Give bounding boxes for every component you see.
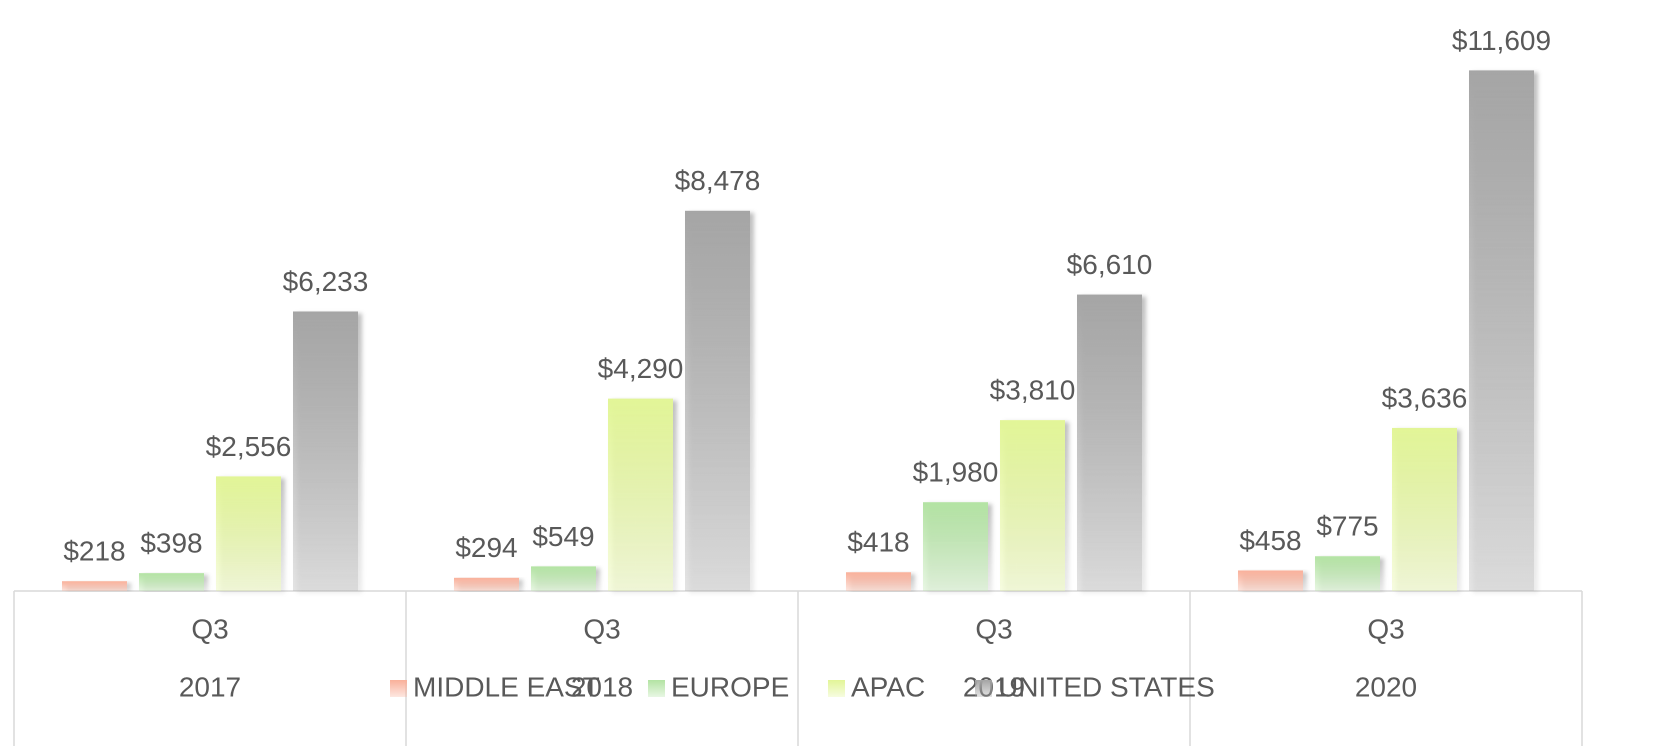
data-label: $294 xyxy=(455,532,517,563)
data-label: $8,478 xyxy=(675,165,761,196)
bar xyxy=(608,398,673,591)
legend-swatch xyxy=(828,680,845,697)
bar xyxy=(846,572,911,591)
legend-label: UNITED STATES xyxy=(998,671,1215,702)
x-tick-label: 2018 xyxy=(571,671,633,702)
quarter-label: Q3 xyxy=(191,613,228,644)
bar xyxy=(1469,70,1534,592)
data-label: $4,290 xyxy=(598,353,684,384)
x-tick-label: 2019 xyxy=(963,671,1025,702)
legend-label: MIDDLE EAST xyxy=(413,671,600,702)
bar xyxy=(1392,427,1457,591)
quarter-label: Q3 xyxy=(1367,613,1404,644)
data-label: $458 xyxy=(1239,525,1301,556)
bar xyxy=(1238,570,1303,591)
x-tick-label: 2020 xyxy=(1355,671,1417,702)
legend-swatch xyxy=(390,680,407,697)
data-label: $418 xyxy=(847,527,909,558)
bar xyxy=(139,573,204,591)
data-label: $1,980 xyxy=(913,457,999,488)
legend-swatch xyxy=(975,680,992,697)
data-label: $11,609 xyxy=(1452,25,1551,56)
data-label: $2,556 xyxy=(206,431,292,462)
data-label: $6,610 xyxy=(1067,249,1153,280)
x-tick-label: 2017 xyxy=(179,671,241,702)
quarter-label: Q3 xyxy=(583,613,620,644)
data-label: $218 xyxy=(63,536,125,567)
bar xyxy=(216,476,281,591)
bar xyxy=(685,210,750,591)
legend-swatch xyxy=(648,680,665,697)
data-label: $398 xyxy=(140,528,202,559)
data-label: $3,636 xyxy=(1382,382,1468,413)
bar xyxy=(454,577,519,591)
data-label: $549 xyxy=(532,521,594,552)
data-label: $775 xyxy=(1316,511,1378,542)
bar xyxy=(1077,294,1142,591)
bar xyxy=(1315,556,1380,591)
legend-label: APAC xyxy=(851,671,925,702)
bar xyxy=(62,581,127,591)
quarter-label: Q3 xyxy=(975,613,1012,644)
bar xyxy=(1000,420,1065,591)
legend-label: EUROPE xyxy=(671,671,789,702)
bar xyxy=(923,502,988,591)
bar xyxy=(293,311,358,591)
data-label: $6,233 xyxy=(283,266,369,297)
data-label: $3,810 xyxy=(990,375,1076,406)
bar xyxy=(531,566,596,591)
